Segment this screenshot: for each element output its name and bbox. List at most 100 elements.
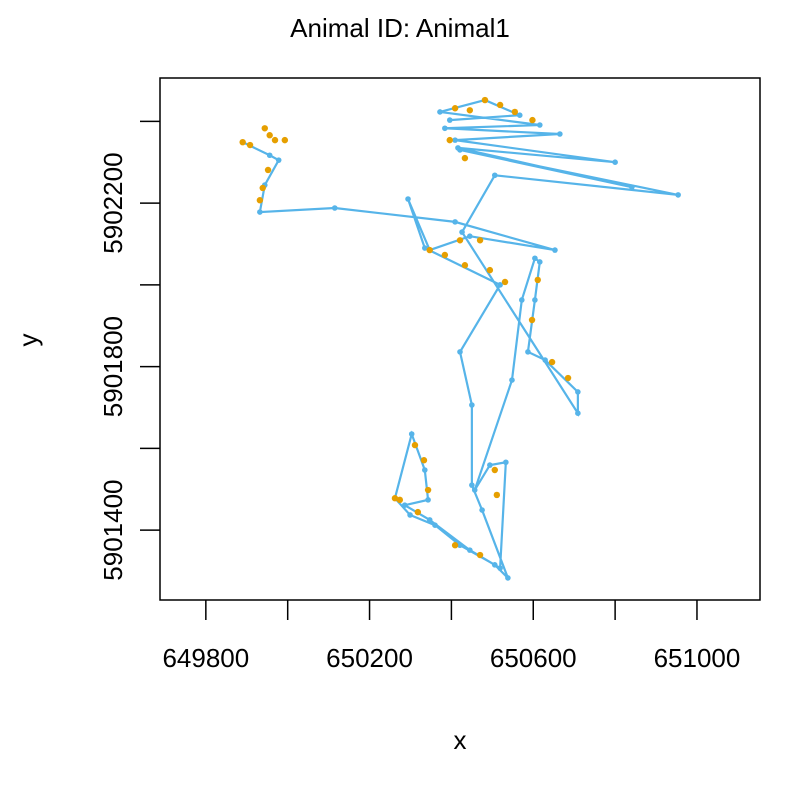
track-point xyxy=(481,96,489,104)
track-point xyxy=(497,282,503,288)
track-point xyxy=(496,101,504,109)
track-point xyxy=(548,358,556,366)
track-point xyxy=(516,112,523,118)
track-point xyxy=(476,237,484,244)
track-point xyxy=(405,196,411,202)
track-point xyxy=(537,259,543,265)
x-tick-label: 650600 xyxy=(490,643,577,673)
track-point xyxy=(511,108,519,116)
track-point xyxy=(442,125,448,132)
track-point xyxy=(479,507,485,513)
track-point xyxy=(467,233,473,239)
track-point xyxy=(257,209,263,215)
track-point xyxy=(422,245,428,251)
track-point xyxy=(497,565,503,571)
track-point xyxy=(437,109,443,115)
track-point xyxy=(534,276,541,284)
track-point xyxy=(264,166,272,174)
track-point xyxy=(529,116,536,124)
track-point xyxy=(414,508,422,516)
track-point xyxy=(519,297,525,303)
track-point xyxy=(266,152,273,159)
track-point xyxy=(552,247,558,253)
track-point xyxy=(491,562,498,568)
track-point xyxy=(456,237,464,244)
x-axis-label: x xyxy=(454,725,467,755)
track-point xyxy=(432,522,438,528)
track-point xyxy=(259,184,266,192)
track-point xyxy=(461,154,469,162)
track-point xyxy=(407,512,413,518)
track-point xyxy=(451,542,459,549)
track-point xyxy=(471,487,478,493)
track-point xyxy=(509,377,515,383)
x-tick-label: 649800 xyxy=(162,643,249,673)
track-point xyxy=(275,157,282,163)
track-point xyxy=(271,136,279,144)
track-point xyxy=(391,495,399,502)
track-point xyxy=(266,132,273,139)
track-point xyxy=(501,278,509,286)
track-point xyxy=(459,229,465,235)
track-point xyxy=(446,117,453,123)
y-tick-label: 5901800 xyxy=(98,316,128,417)
track-point xyxy=(446,136,453,144)
x-tick-label: 651000 xyxy=(654,643,741,673)
track-point xyxy=(476,551,484,559)
track-point xyxy=(424,486,432,494)
track-point xyxy=(422,467,428,473)
track-point xyxy=(542,357,548,363)
x-tick-label: 650200 xyxy=(326,643,413,673)
chart-title: Animal ID: Animal1 xyxy=(290,13,510,43)
track-point xyxy=(557,131,563,137)
track-point xyxy=(426,246,433,254)
track-point xyxy=(396,496,404,504)
track-point xyxy=(457,349,463,355)
track-point xyxy=(441,251,449,259)
track-point xyxy=(401,502,408,508)
track-point xyxy=(408,431,415,437)
track-point xyxy=(528,316,536,324)
track-point xyxy=(469,482,475,488)
track-point xyxy=(331,205,338,211)
track-point xyxy=(256,197,264,204)
track-point xyxy=(575,389,581,395)
track-point xyxy=(420,457,428,464)
plot-frame xyxy=(159,77,761,601)
track-point xyxy=(467,547,473,553)
track-point xyxy=(525,349,531,355)
track-point xyxy=(455,145,461,151)
track-point xyxy=(612,159,618,166)
track-point xyxy=(537,122,543,128)
track-point xyxy=(425,497,431,503)
track-point xyxy=(457,542,463,549)
track-point xyxy=(246,141,254,149)
track-point xyxy=(452,219,458,225)
track-point xyxy=(532,297,538,303)
track-point xyxy=(675,192,681,198)
track-line xyxy=(242,98,679,579)
track-point xyxy=(411,441,419,449)
track-point xyxy=(451,105,459,112)
track-point xyxy=(486,266,494,274)
track-point xyxy=(239,138,246,146)
y-axis-label: y xyxy=(13,334,43,347)
track-point xyxy=(532,255,538,262)
track-point xyxy=(629,184,635,190)
track-point xyxy=(564,374,572,382)
track-point xyxy=(452,137,458,143)
track-point xyxy=(491,172,498,179)
track-point xyxy=(426,517,433,523)
track-point xyxy=(281,136,289,144)
track-point xyxy=(261,125,268,132)
track-point xyxy=(575,410,581,416)
track-point xyxy=(505,575,511,581)
track-point xyxy=(493,491,501,499)
y-tick-label: 5902200 xyxy=(98,152,128,253)
y-tick-label: 5901400 xyxy=(98,479,128,580)
track-point xyxy=(466,107,474,114)
track-point xyxy=(491,466,498,474)
track-point xyxy=(487,462,493,468)
track-point xyxy=(469,402,475,408)
